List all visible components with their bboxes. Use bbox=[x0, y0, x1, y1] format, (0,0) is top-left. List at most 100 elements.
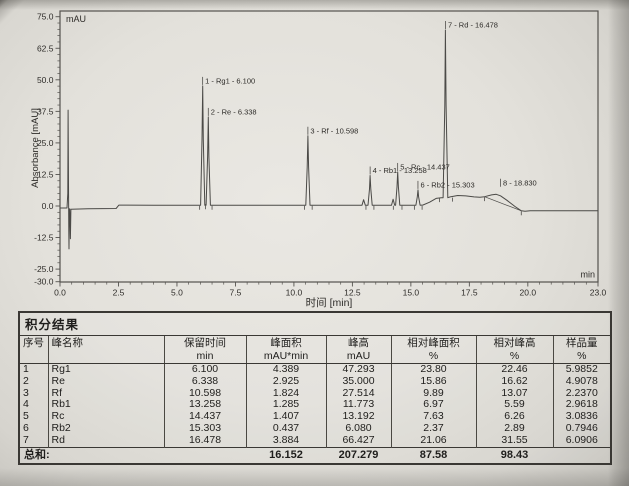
table-cell: 13.258 bbox=[163, 399, 246, 412]
table-cell: 2.37 bbox=[390, 422, 476, 435]
table-header-cell: 峰面积 mAU*min bbox=[245, 336, 326, 364]
total-label: 总和: bbox=[20, 446, 164, 463]
header-line1: 序号 bbox=[23, 337, 44, 349]
table-cell: 1.285 bbox=[245, 399, 326, 412]
peak-table: 序号 峰名称 保留时间 min 峰面积 mAU*min 峰高 mAU 相对峰面积% 相对峰高%… bbox=[20, 336, 610, 463]
table-cell: 23.80 bbox=[390, 363, 476, 376]
table-cell: 6.97 bbox=[390, 399, 476, 412]
peak-label: 3 - Rf - 10.598 bbox=[310, 126, 358, 135]
table-cell: Rd bbox=[47, 434, 164, 448]
table-cell: Re bbox=[47, 375, 164, 388]
x-tick-label: 0.0 bbox=[54, 288, 66, 298]
peak-label: 5 - Rc - 14.437 bbox=[400, 162, 450, 171]
x-tick-label: 5.0 bbox=[171, 288, 183, 298]
header-line1: 峰高 bbox=[348, 337, 369, 349]
table-cell: 13.192 bbox=[325, 411, 391, 423]
table-cell: 4.9078 bbox=[552, 375, 610, 388]
table-row: 4 Rb1 13.258 1.285 11.773 6.97 5.59 2.9618 bbox=[20, 399, 610, 412]
table-row: 1 Rg1 6.100 4.389 47.293 23.80 22.46 5.9852 bbox=[20, 363, 610, 376]
table-cell: 11.773 bbox=[325, 399, 391, 412]
table-row: 2 Re 6.338 2.925 35.000 15.86 16.62 4.9078 bbox=[20, 375, 610, 388]
table-cell: 0.7946 bbox=[552, 422, 610, 435]
chromatogram-trace bbox=[60, 29, 598, 250]
table-header-cell: 峰高 mAU bbox=[325, 336, 391, 364]
table-cell: 6.26 bbox=[475, 411, 553, 423]
table-cell: Rb1 bbox=[47, 399, 164, 412]
table-cell: 22.46 bbox=[475, 363, 553, 376]
table-cell: 2.9618 bbox=[552, 399, 610, 412]
table-cell: 4 bbox=[23, 399, 29, 411]
table-cell: 13.07 bbox=[475, 387, 553, 400]
table-cell: 6.100 bbox=[163, 363, 246, 376]
header-line1: 相对峰面积 bbox=[407, 337, 460, 349]
y-tick-label: 12.5 bbox=[37, 169, 54, 179]
total-cell: 87.58 bbox=[391, 446, 476, 463]
table-cell: 21.06 bbox=[390, 434, 476, 448]
table-cell: 3.884 bbox=[245, 434, 326, 448]
table-cell: Rb2 bbox=[47, 422, 164, 435]
x-tick-label: 12.5 bbox=[344, 288, 361, 298]
table-cell: 9.89 bbox=[390, 387, 476, 400]
table-row: 7 Rd 16.478 3.884 66.427 21.06 31.55 6.0906 bbox=[20, 434, 610, 448]
peak-label: 6 - Rb2 - 15.303 bbox=[420, 180, 474, 189]
y-tick-label: 75.0 bbox=[37, 12, 54, 22]
table-row: 6 Rb2 15.303 0.437 6.080 2.37 2.89 0.7946 bbox=[20, 422, 610, 435]
x-tick-label: 15.0 bbox=[403, 288, 420, 298]
header-line1: 样品量 bbox=[566, 337, 598, 349]
header-line2: % bbox=[509, 350, 520, 362]
peak-table-header: 序号 峰名称 保留时间 min 峰面积 mAU*min 峰高 mAU 相对峰面积% 相对峰高%… bbox=[20, 336, 610, 364]
header-line2 bbox=[23, 350, 45, 363]
y-tick-label: 0.0 bbox=[42, 201, 54, 211]
table-cell: 2.925 bbox=[245, 375, 326, 388]
header-line2: % bbox=[577, 350, 587, 362]
table-cell: 31.55 bbox=[475, 434, 553, 448]
table-cell: 35.000 bbox=[325, 375, 391, 388]
x-tick-label: 7.5 bbox=[230, 288, 242, 298]
header-line1: 保留时间 bbox=[184, 337, 226, 349]
table-header-cell: 样品量% bbox=[552, 336, 610, 364]
table-header-cell: 峰名称 bbox=[47, 336, 164, 364]
table-cell: Rf bbox=[47, 387, 164, 400]
header-line1: 相对峰高 bbox=[493, 337, 536, 349]
total-cell: 16.152 bbox=[246, 446, 326, 463]
table-cell: 6.080 bbox=[325, 422, 391, 435]
table-cell: 15.303 bbox=[163, 422, 246, 435]
x-tick-label: 23.0 bbox=[590, 288, 607, 298]
header-line1: 峰面积 bbox=[270, 337, 302, 349]
x-unit-label: min bbox=[580, 270, 595, 280]
table-header-cell: 序号 bbox=[20, 336, 48, 364]
table-cell: 6.0906 bbox=[552, 434, 610, 448]
trace-line bbox=[60, 29, 598, 250]
header-line2: % bbox=[428, 350, 439, 362]
table-row: 3 Rf 10.598 1.824 27.514 9.89 13.07 2.2370 bbox=[20, 387, 610, 400]
y-axis-title: Absorbance [mAU] bbox=[30, 108, 41, 188]
peak-label: 1 - Rg1 - 6.100 bbox=[205, 76, 255, 85]
table-cell: 16.62 bbox=[475, 375, 553, 388]
table-header-cell: 保留时间 min bbox=[163, 336, 246, 364]
table-cell: 0.437 bbox=[245, 422, 326, 435]
table-cell: 47.293 bbox=[325, 363, 391, 376]
total-cell bbox=[164, 446, 246, 463]
table-cell: 3 bbox=[23, 387, 29, 399]
peak-label: 8 - 18.830 bbox=[503, 178, 537, 187]
y-axis: 75.0 62.5 50.0 37.5 25.0 12.5 0.0 -12.5 -25.0 -30… bbox=[34, 12, 60, 287]
integration-baseline bbox=[484, 196, 522, 212]
peak-label: 7 - Rd - 16.478 bbox=[448, 21, 498, 30]
table-cell: 6.338 bbox=[163, 375, 246, 388]
header-line2: mAU*min bbox=[263, 350, 309, 362]
y-tick-label: 25.0 bbox=[37, 138, 54, 148]
table-cell: 7.63 bbox=[390, 411, 476, 423]
table-cell: 66.427 bbox=[325, 434, 391, 448]
peak-label: 4 - Rb1 - 13.258 bbox=[373, 166, 427, 175]
results-title: 积分结果 bbox=[20, 313, 610, 336]
peak-labels: 1 - Rg1 - 6.100 2 - Re - 6.338 3 - Rf - 10… bbox=[202, 21, 537, 189]
table-cell: 27.514 bbox=[325, 387, 391, 400]
total-cell: 207.279 bbox=[326, 446, 391, 463]
photo-bottom-shadow bbox=[0, 468, 629, 486]
table-cell: 5.9852 bbox=[552, 363, 610, 376]
table-cell: 3.0836 bbox=[552, 411, 610, 423]
plot-frame bbox=[59, 10, 599, 283]
x-axis-title: 时间 [min] bbox=[306, 296, 353, 309]
header-line2: mAU bbox=[346, 350, 371, 362]
